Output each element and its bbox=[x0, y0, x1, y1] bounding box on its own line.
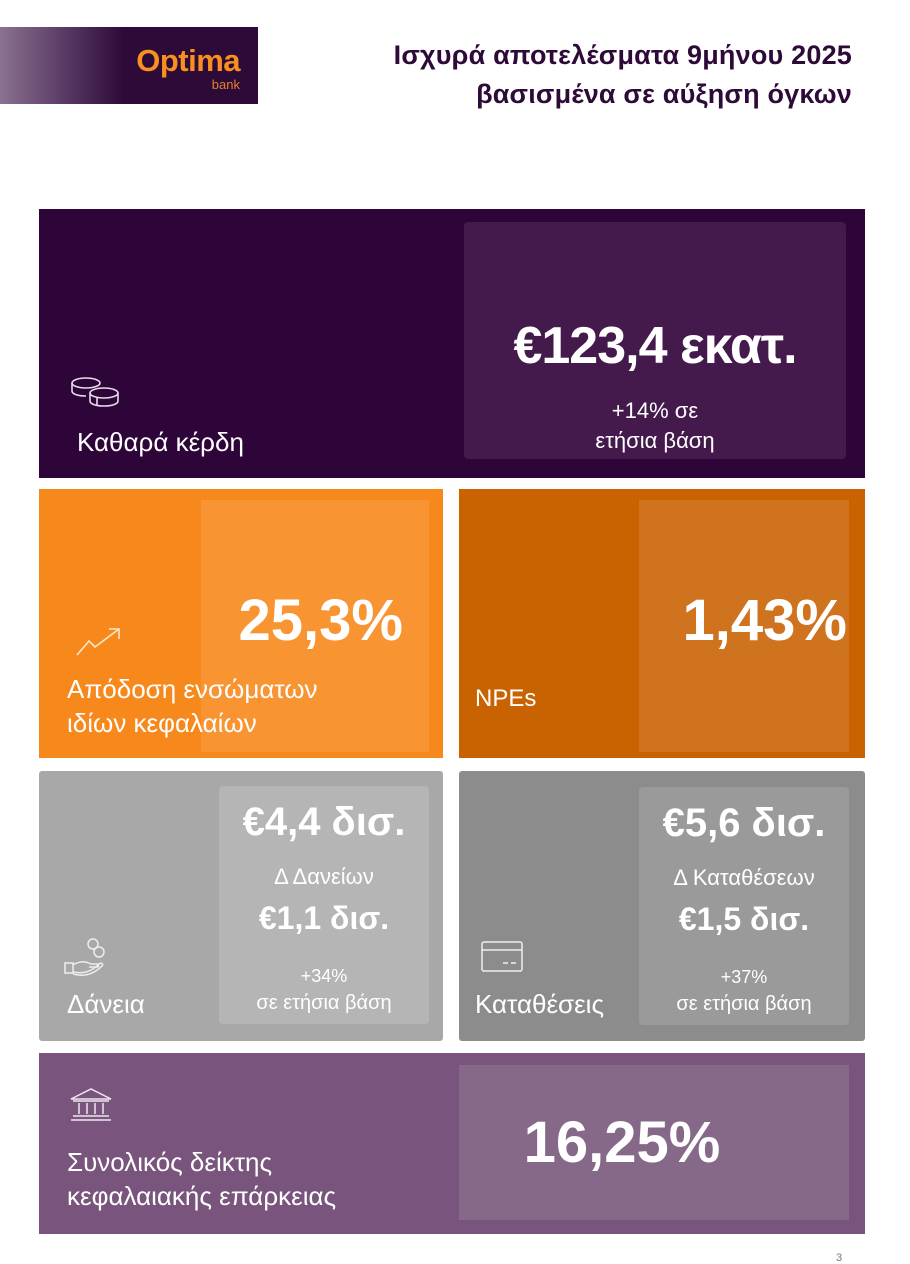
net-profit-change-2: ετήσια βάση bbox=[595, 428, 715, 453]
rote-value: 25,3% bbox=[238, 588, 403, 653]
bank-building-icon bbox=[70, 1088, 112, 1121]
loans-label: Δάνεια bbox=[67, 989, 145, 1019]
capital-value: 16,25% bbox=[523, 1110, 721, 1175]
deposits-change-1: +37% bbox=[720, 967, 768, 987]
page-title: Ισχυρά αποτελέσματα 9μήνου 2025 βασισμέν… bbox=[394, 36, 852, 114]
rote-tile: 25,3% Απόδοση ενσώματων ιδίων κεφαλαίων bbox=[39, 489, 443, 758]
npes-value-panel bbox=[639, 500, 849, 752]
net-profit-value-panel: €123,4 εκατ. +14% σε ετήσια βάση bbox=[464, 222, 846, 459]
loans-change-1: +34% bbox=[300, 966, 348, 986]
loans-change-2: σε ετήσια βάση bbox=[256, 992, 392, 1014]
deposits-delta-label: Δ Καταθέσεων bbox=[673, 865, 815, 890]
coins-icon bbox=[71, 377, 119, 407]
capital-value-panel: 16,25% bbox=[459, 1065, 849, 1220]
capital-label-1: Συνολικός δείκτης bbox=[67, 1147, 273, 1177]
loans-delta-label: Δ Δανείων bbox=[274, 864, 374, 889]
deposits-label: Καταθέσεις bbox=[475, 989, 604, 1019]
net-profit-value: €123,4 εκατ. bbox=[513, 317, 797, 375]
deposits-value: €5,6 δισ. bbox=[662, 801, 826, 845]
loans-delta-value: €1,1 δισ. bbox=[258, 900, 390, 936]
deposits-change-2: σε ετήσια βάση bbox=[676, 993, 812, 1015]
loans-tile: €4,4 δισ. Δ Δανείων €1,1 δισ. +34% σε ετ… bbox=[39, 771, 443, 1041]
npes-tile: 1,43% NPEs bbox=[459, 489, 865, 758]
title-line-2: βασισμένα σε αύξηση όγκων bbox=[476, 79, 852, 109]
capital-label-2: κεφαλαιακής επάρκειας bbox=[67, 1181, 337, 1211]
deposits-delta-value: €1,5 δισ. bbox=[678, 901, 810, 937]
optima-bank-logo: Optima bank bbox=[0, 27, 258, 104]
deposits-tile: €5,6 δισ. Δ Καταθέσεων €1,5 δισ. +37% σε… bbox=[459, 771, 865, 1041]
net-profit-label: Καθαρά κέρδη bbox=[77, 427, 244, 457]
hand-coins-icon bbox=[64, 938, 105, 976]
title-line-1: Ισχυρά αποτελέσματα 9μήνου 2025 bbox=[393, 40, 852, 70]
loans-value-panel: €4,4 δισ. Δ Δανείων €1,1 δισ. +34% σε ετ… bbox=[219, 786, 429, 1024]
rote-value-panel bbox=[201, 500, 429, 752]
capital-adequacy-tile: 16,25% Συνολικός δείκτης κεφαλαιακής επά… bbox=[39, 1053, 865, 1234]
net-profit-change-1: +14% σε bbox=[611, 398, 699, 423]
logo-text: Optima bbox=[136, 43, 240, 78]
logo-subtext: bank bbox=[211, 77, 240, 92]
npes-value: 1,43% bbox=[682, 588, 847, 653]
npes-label: NPEs bbox=[475, 685, 537, 712]
rote-label-2: ιδίων κεφαλαίων bbox=[67, 708, 257, 738]
net-profit-tile: Καθαρά κέρδη €123,4 εκατ. +14% σε ετήσια… bbox=[39, 209, 865, 478]
deposits-value-panel: €5,6 δισ. Δ Καταθέσεων €1,5 δισ. +37% σε… bbox=[639, 787, 849, 1025]
page-number: 3 bbox=[836, 1252, 843, 1264]
rote-label-1: Απόδοση ενσώματων bbox=[67, 674, 318, 704]
loans-value: €4,4 δισ. bbox=[242, 800, 406, 844]
card-icon bbox=[481, 941, 523, 972]
trend-up-icon bbox=[76, 628, 120, 656]
